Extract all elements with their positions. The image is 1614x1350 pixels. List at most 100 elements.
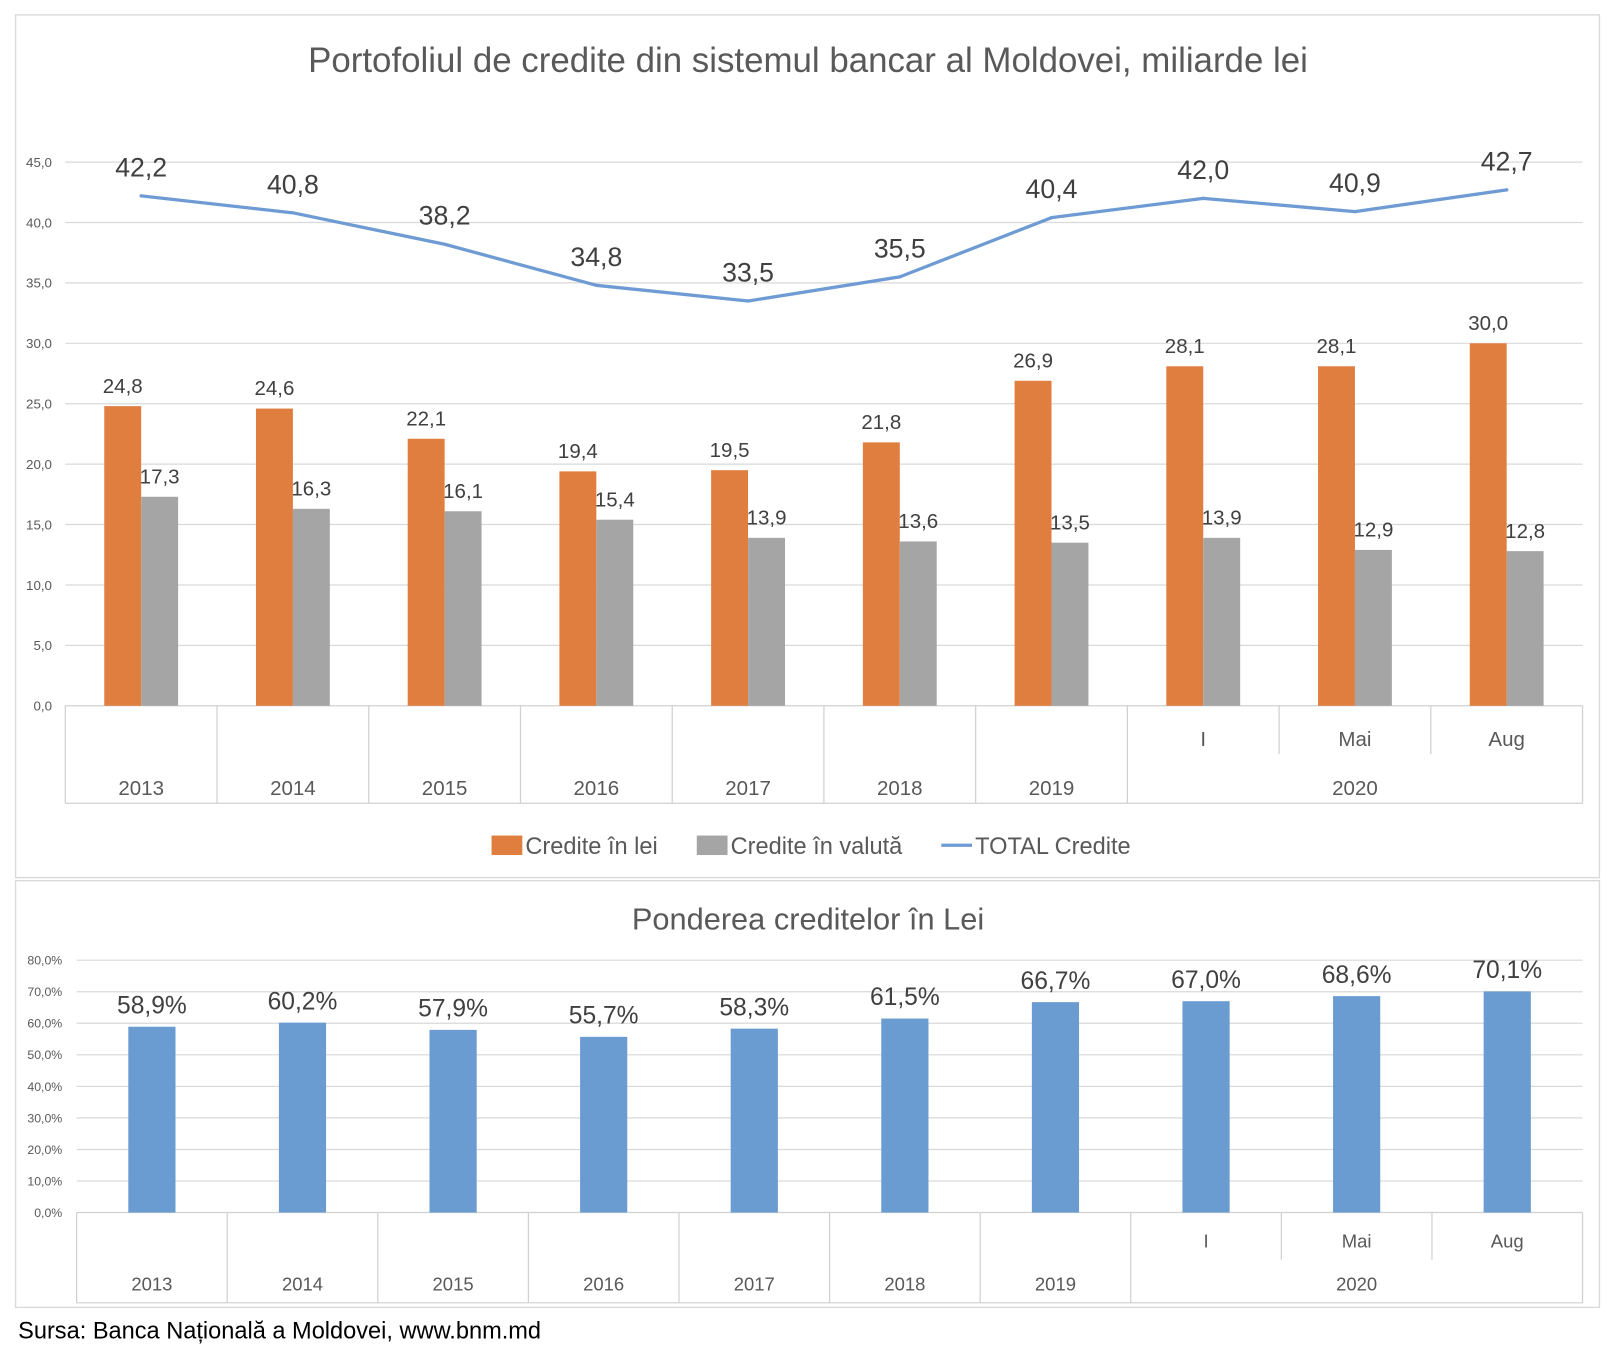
x-category-label: 2019 xyxy=(1035,1274,1076,1295)
lei-share-value-label: 55,7% xyxy=(569,1002,639,1029)
credite-in-lei-value-label: 21,8 xyxy=(861,411,901,434)
x-category-label: 2018 xyxy=(884,1274,925,1295)
legend-swatch-credite-in-valuta xyxy=(696,835,728,856)
source-note: Sursa: Banca Națională a Moldovei, www.b… xyxy=(18,1318,541,1344)
lei-share-bar xyxy=(1333,996,1381,1213)
lei-share-value-label: 66,7% xyxy=(1021,968,1091,995)
lei-share-value-label: 61,5% xyxy=(870,984,940,1011)
plot-area: 0,0 5,0 10,0 15,0 20,0 25,0 30,0 35,0 40,0 45,0 24… xyxy=(26,146,1584,859)
x-group-label: 2020 xyxy=(1336,1274,1377,1295)
legend-item-total-credite: TOTAL Credite xyxy=(941,833,1131,859)
credite-in-lei-bar xyxy=(559,471,597,706)
lei-share-value-label: 57,9% xyxy=(418,996,488,1023)
x-category-label: 2019 xyxy=(1029,777,1075,800)
credite-in-valuta-value-label: 13,5 xyxy=(1050,511,1090,534)
total-credite-value-label: 40,4 xyxy=(1026,174,1078,204)
x-category-label: 2017 xyxy=(725,777,771,800)
x-category-label: 2016 xyxy=(574,777,620,800)
x-category-label: 2016 xyxy=(583,1274,624,1295)
lei-share-bar xyxy=(429,1029,477,1213)
credite-in-valuta-bar xyxy=(596,519,634,706)
credite-in-lei-bar xyxy=(1014,380,1052,706)
credite-in-valuta-value-label: 13,9 xyxy=(747,506,787,529)
credite-in-valuta-bar xyxy=(1051,542,1089,706)
credite-in-lei-value-label: 24,6 xyxy=(254,377,294,400)
lei-share-bars: 58,9% 60,2% 57,9% 55,7% 58,3% 61,5% 66,7% 67,0%… xyxy=(117,957,1542,1213)
credite-in-valuta-bar xyxy=(444,511,482,706)
credite-in-lei-bar xyxy=(255,408,293,706)
x-category-label: 2013 xyxy=(118,777,164,800)
lei-share-bar xyxy=(128,1026,176,1213)
lei-share-bar xyxy=(730,1028,778,1213)
credite-in-lei-bars: 24,8 24,6 22,1 19,4 19,5 21,8 26,9 28,1 28,1 30,0 xyxy=(103,312,1508,706)
y-tick-label: 80,0% xyxy=(27,954,62,968)
y-tick-label: 25,0 xyxy=(26,397,52,412)
credite-in-lei-bar xyxy=(711,470,749,706)
y-tick-label: 30,0 xyxy=(26,336,52,351)
x-category-label: 2017 xyxy=(734,1274,775,1295)
total-credite-point xyxy=(1505,188,1509,192)
credite-in-valuta-bars: 17,3 16,3 16,1 15,4 13,9 13,6 13,5 13,9 12,9 12,8 xyxy=(140,465,1545,706)
x-category-label: 2018 xyxy=(877,777,923,800)
total-credite-value-label: 35,5 xyxy=(874,233,926,263)
x-group-label: 2020 xyxy=(1332,777,1378,800)
category-axis: 2013 2014 2015 2016 2017 2018 2019 I Mai Aug 2020 xyxy=(64,705,1584,804)
total-credite-value-label: 40,9 xyxy=(1329,168,1381,198)
lei-share-bar xyxy=(881,1018,929,1213)
legend-swatch-credite-in-lei xyxy=(491,835,523,856)
credite-in-lei-value-label: 24,8 xyxy=(103,375,143,398)
total-credite-point xyxy=(139,194,143,198)
credite-in-valuta-value-label: 12,8 xyxy=(1505,520,1545,543)
credite-in-valuta-value-label: 16,3 xyxy=(291,478,331,501)
lei-share-bar xyxy=(1483,991,1531,1213)
y-tick-label: 20,0% xyxy=(27,1143,62,1157)
credite-in-lei-bar xyxy=(407,438,445,706)
lei-share-bar xyxy=(1182,1001,1230,1213)
total-credite-point xyxy=(1049,216,1054,220)
x-category-label: 2015 xyxy=(433,1274,474,1295)
total-credite-value-label: 33,5 xyxy=(722,258,774,288)
total-credite-series: 42,2 40,8 38,2 34,8 33,5 35,5 40,4 42,0 40,9 42,7 xyxy=(115,146,1533,303)
y-tick-label: 40,0 xyxy=(26,215,52,230)
y-tick-label: 60,0% xyxy=(27,1017,62,1031)
total-credite-point xyxy=(291,211,295,215)
y-tick-label: 40,0% xyxy=(27,1080,62,1094)
credite-in-lei-bar xyxy=(862,442,900,706)
legend-item-credite-in-valuta: Credite în valută xyxy=(696,833,903,859)
credite-in-lei-value-label: 26,9 xyxy=(1013,349,1053,372)
y-tick-label: 5,0 xyxy=(33,638,52,653)
credite-in-lei-bar xyxy=(1318,366,1355,706)
gridlines: 0,0% 10,0% 20,0% 30,0% 40,0% 50,0% 60,0% 70,0% 8… xyxy=(27,954,1583,1220)
credite-in-valuta-bar xyxy=(141,496,179,706)
total-credite-value-label: 42,7 xyxy=(1481,146,1533,176)
credite-in-lei-bar xyxy=(1469,343,1507,706)
y-tick-label: 30,0% xyxy=(27,1111,62,1125)
lei-share-value-label: 60,2% xyxy=(268,988,338,1015)
lei-share-bar xyxy=(1031,1002,1080,1213)
y-tick-label: 45,0 xyxy=(26,155,52,170)
chart-title: Portofoliul de credite din sistemul banc… xyxy=(308,41,1308,80)
x-category-label: 2014 xyxy=(282,1274,323,1295)
y-tick-label: 50,0% xyxy=(27,1048,62,1062)
y-tick-label: 35,0 xyxy=(26,276,52,291)
y-tick-label: 0,0 xyxy=(33,699,52,714)
credite-in-valuta-value-label: 12,9 xyxy=(1353,519,1393,542)
chart-title: Ponderea creditelor în Lei xyxy=(632,901,984,936)
total-credite-value-label: 42,2 xyxy=(115,152,167,182)
category-axis: 2013 2014 2015 2016 2017 2018 2019 I Mai Aug 2020 xyxy=(75,1212,1584,1304)
lei-share-chart: Ponderea creditelor în Lei 0,0% 10,0% 20,0… xyxy=(14,880,1601,1309)
x-category-label: Mai xyxy=(1338,728,1371,751)
total-credite-value-label: 40,8 xyxy=(267,169,319,199)
x-category-label: I xyxy=(1203,1230,1208,1251)
total-credite-point xyxy=(442,242,447,246)
x-category-label: 2015 xyxy=(422,777,468,800)
lei-share-value-label: 67,0% xyxy=(1171,967,1241,994)
legend-item-credite-in-lei: Credite în lei xyxy=(491,833,658,859)
x-category-label: 2013 xyxy=(131,1274,172,1295)
total-credite-point xyxy=(898,275,902,279)
credite-in-valuta-bar xyxy=(1354,549,1392,706)
credite-in-valuta-value-label: 13,9 xyxy=(1202,506,1242,529)
legend-label-credite-in-lei: Credite în lei xyxy=(525,833,657,859)
credite-in-lei-value-label: 28,1 xyxy=(1165,335,1205,358)
